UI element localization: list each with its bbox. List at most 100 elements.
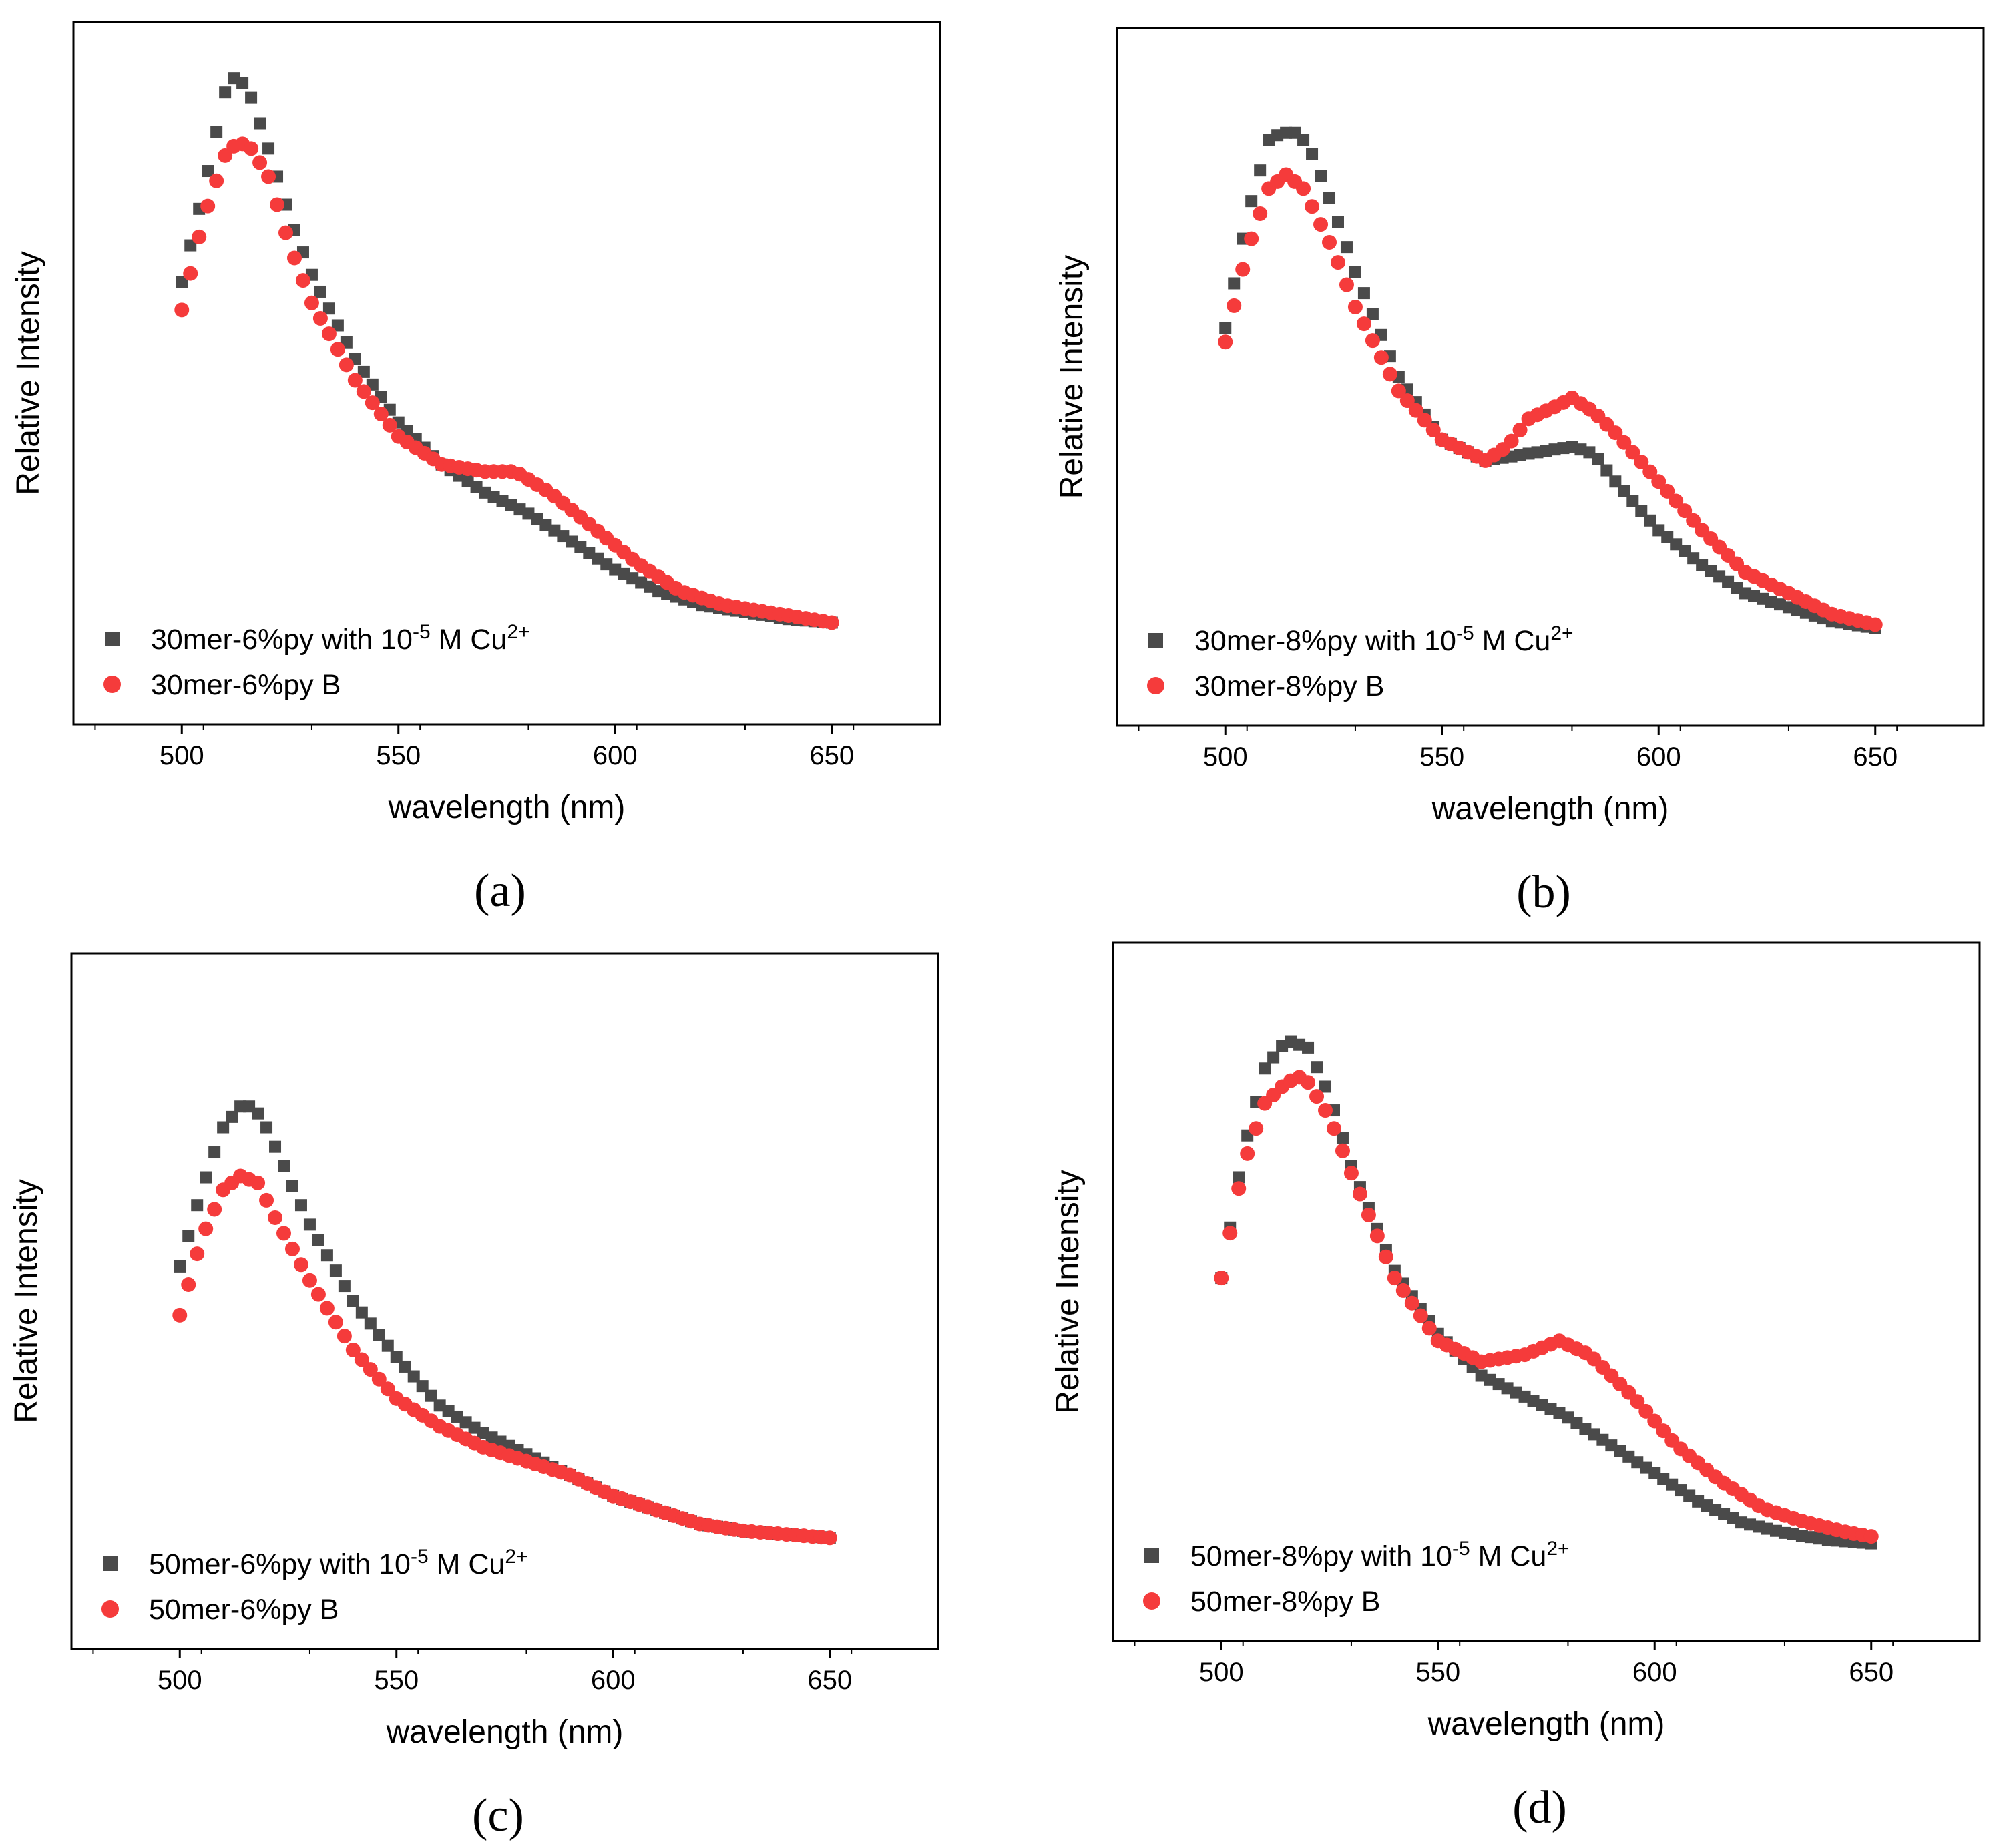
x-axis-label: wavelength (nm) <box>1431 791 1669 827</box>
data-point <box>1240 1146 1255 1161</box>
data-point <box>1339 277 1354 292</box>
data-point <box>1296 181 1311 196</box>
data-point <box>357 365 370 378</box>
data-point <box>1378 1249 1393 1264</box>
x-tick-label-650: 650 <box>1853 742 1898 772</box>
data-point <box>1592 453 1604 465</box>
series-cu <box>176 72 838 629</box>
data-point <box>1214 1270 1229 1286</box>
data-point <box>1335 1143 1350 1158</box>
data-point <box>1349 266 1361 278</box>
data-point <box>1309 1089 1325 1104</box>
x-tick-label-650: 650 <box>809 741 854 770</box>
data-point <box>174 1260 186 1273</box>
data-point <box>268 1210 283 1225</box>
y-axis-label: Relative Intensity <box>1050 1170 1086 1414</box>
data-point <box>1504 433 1519 449</box>
data-point <box>252 155 268 170</box>
legend-marker-circle <box>1143 1592 1160 1610</box>
x-tick-label-600: 600 <box>1636 742 1681 772</box>
x-tick-label-550: 550 <box>1419 742 1464 772</box>
data-point <box>1634 454 1649 469</box>
data-point <box>407 1370 420 1383</box>
panel-label: (a) <box>474 865 526 917</box>
data-point <box>244 141 259 156</box>
legend-label-cu: 50mer-8%py with 10-5 M Cu2+ <box>1190 1538 1570 1572</box>
data-point <box>217 1121 230 1134</box>
data-point <box>259 1192 274 1208</box>
data-point <box>184 239 197 252</box>
data-point <box>1313 217 1329 232</box>
panel-label: (c) <box>472 1790 524 1841</box>
data-point <box>319 1301 335 1316</box>
data-point <box>1608 425 1623 441</box>
data-point <box>1245 195 1258 208</box>
x-tick-label-600: 600 <box>593 741 638 770</box>
data-point <box>294 1199 307 1212</box>
x-tick-label-500: 500 <box>158 1666 202 1695</box>
x-tick-label-650: 650 <box>807 1666 852 1695</box>
data-point <box>1331 216 1344 228</box>
series-b <box>1218 167 1883 632</box>
data-point <box>314 285 326 298</box>
data-point <box>1651 474 1666 489</box>
data-point <box>1618 485 1630 497</box>
data-point <box>345 1342 361 1357</box>
data-point <box>200 1171 212 1184</box>
data-point <box>1352 1186 1367 1202</box>
data-point <box>1228 277 1241 290</box>
series-b <box>172 1168 837 1546</box>
data-point <box>1616 435 1632 450</box>
y-axis-label: Relative Intensity <box>9 1179 44 1423</box>
data-point <box>1373 350 1389 365</box>
data-point <box>1235 262 1251 277</box>
x-tick-label-600: 600 <box>591 1666 636 1695</box>
data-point <box>364 1317 377 1330</box>
data-point <box>219 86 232 99</box>
chart-panel-d: 500 550 600 650 wavelength (nm) Relative Inte… <box>1050 941 1981 1833</box>
data-point <box>304 295 319 310</box>
data-point <box>1218 334 1233 350</box>
data-point <box>1421 1321 1437 1336</box>
data-point <box>347 1295 359 1307</box>
data-point <box>399 1360 411 1373</box>
data-point <box>416 1380 429 1393</box>
legend-marker-circle <box>103 676 121 693</box>
plot-frame <box>1112 941 1981 1642</box>
data-point <box>1644 514 1656 527</box>
chart-panel-a: 500 550 600 650 wavelength (nm) Relative Inte… <box>11 21 941 917</box>
legend-label-cu: 50mer-6%py with 10-5 M Cu2+ <box>149 1546 528 1580</box>
x-axis-label: wavelength (nm) <box>388 790 626 825</box>
data-point <box>295 273 310 288</box>
data-point <box>356 384 371 399</box>
data-point <box>236 77 249 89</box>
data-point <box>1609 475 1622 488</box>
data-point <box>1231 1181 1247 1196</box>
data-point <box>1302 1041 1315 1054</box>
data-point <box>1315 170 1327 182</box>
data-point <box>261 169 276 184</box>
data-point <box>312 1234 324 1246</box>
data-point <box>321 326 337 342</box>
x-tick-label-600: 600 <box>1632 1658 1677 1687</box>
data-point <box>1867 617 1883 632</box>
data-point <box>425 1389 437 1402</box>
data-point <box>331 319 344 332</box>
data-point <box>1322 234 1337 250</box>
data-point <box>183 266 198 281</box>
plot-frame <box>70 952 939 1650</box>
legend-label-cu: 30mer-6%py with 10-5 M Cu2+ <box>151 621 530 656</box>
data-point <box>1686 513 1701 528</box>
data-point <box>1297 134 1310 146</box>
legend-label-cu: 30mer-8%py with 10-5 M Cu2+ <box>1194 622 1574 657</box>
data-point <box>1253 206 1268 221</box>
chart-panel-c: 500 550 600 650 wavelength (nm) Relative Inte… <box>9 952 939 1841</box>
data-point <box>330 342 345 357</box>
data-point <box>1343 1166 1359 1181</box>
data-point <box>1222 1226 1238 1241</box>
plot-frame <box>1116 27 1985 727</box>
data-point <box>328 1315 343 1330</box>
data-point <box>824 615 839 630</box>
data-point <box>373 407 389 422</box>
x-tick-label-550: 550 <box>376 741 421 770</box>
